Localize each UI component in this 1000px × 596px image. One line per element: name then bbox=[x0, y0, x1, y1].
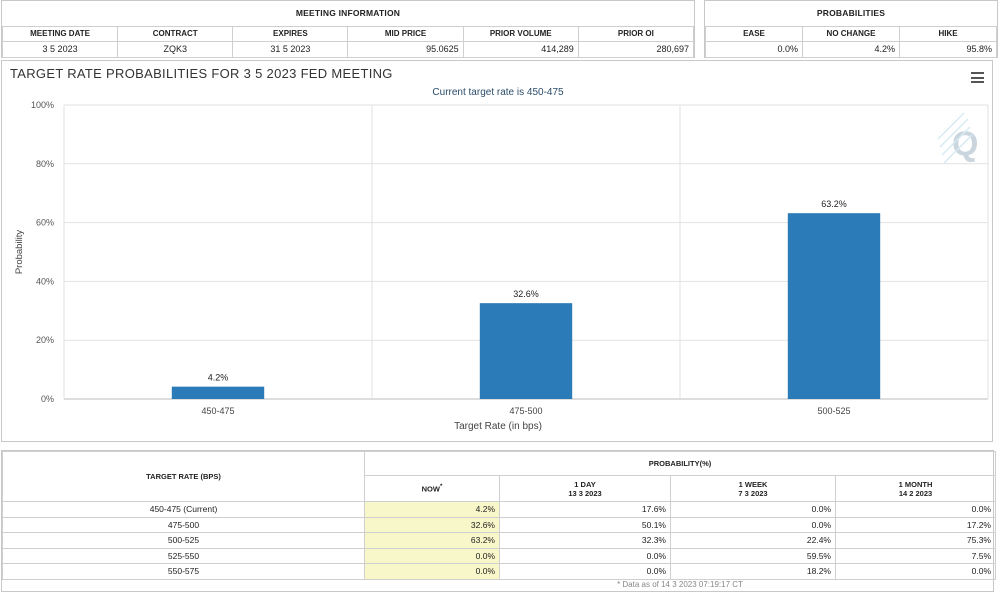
table-row: 500-525 63.2% 32.3% 22.4% 75.3% bbox=[2, 532, 996, 549]
rate-cell: 550-575 bbox=[2, 563, 365, 580]
chart-panel: 0% 20% 40% 60% 80% 100% 4.2% 450-475 32.6% 475-50… bbox=[1, 60, 993, 442]
one-day-cell: 0.0% bbox=[499, 547, 671, 564]
y-tick-label: 40% bbox=[36, 276, 54, 286]
rate-cell: 500-525 bbox=[2, 532, 365, 549]
rate-cell: 525-550 bbox=[2, 547, 365, 564]
prior-oi-value: 280,697 bbox=[577, 40, 695, 58]
one-week-cell: 0.0% bbox=[670, 516, 836, 533]
prior-volume-header: PRIOR VOLUME bbox=[462, 25, 579, 42]
now-column-header: NOW* bbox=[364, 475, 500, 502]
y-tick-label: 80% bbox=[36, 159, 54, 169]
rate-cell: 450-475 (Current) bbox=[2, 501, 365, 518]
y-tick-label: 100% bbox=[31, 100, 54, 110]
one-month-column-header: 1 MONTH 14 2 2023 bbox=[835, 475, 996, 502]
bar-data-label: 32.6% bbox=[513, 289, 539, 299]
ease-header: EASE bbox=[705, 25, 803, 42]
one-day-column-header: 1 DAY 13 3 2023 bbox=[499, 475, 671, 502]
now-cell: 0.0% bbox=[364, 547, 500, 564]
one-day-cell: 32.3% bbox=[499, 532, 671, 549]
q-logo-icon: Q bbox=[937, 112, 978, 164]
target-rate-header: TARGET RATE (BPS) bbox=[2, 451, 365, 502]
now-cell: 63.2% bbox=[364, 532, 500, 549]
expires-header: EXPIRES bbox=[232, 25, 349, 42]
one-month-cell: 0.0% bbox=[835, 501, 996, 518]
expires-value: 31 5 2023 bbox=[232, 40, 349, 58]
bar-chart: 0% 20% 40% 60% 80% 100% 4.2% 450-475 32.6% 475-50… bbox=[14, 87, 989, 432]
prior-oi-header: PRIOR OI bbox=[577, 25, 695, 42]
one-day-cell: 0.0% bbox=[499, 563, 671, 580]
one-month-cell: 75.3% bbox=[835, 532, 996, 549]
ease-value: 0.0% bbox=[705, 40, 803, 58]
bar-data-label: 4.2% bbox=[208, 373, 229, 383]
target-rate-probability-table: TARGET RATE (BPS) PROBABILITY(%) NOW* 1 … bbox=[2, 451, 996, 580]
x-tick-label: 450-475 bbox=[201, 406, 234, 416]
mid-price-header: MID PRICE bbox=[347, 25, 464, 42]
one-month-cell: 0.0% bbox=[835, 563, 996, 580]
y-axis-title: Probability bbox=[14, 230, 25, 275]
chart-title: TARGET RATE PROBABILITIES FOR 3 5 2023 F… bbox=[10, 66, 393, 81]
meeting-information-panel: MEETING INFORMATION MEETING DATE CONTRAC… bbox=[1, 0, 695, 58]
meeting-information-title: MEETING INFORMATION bbox=[2, 1, 694, 27]
hamburger-menu-icon[interactable] bbox=[971, 72, 984, 83]
probabilities-panel: PROBABILITIES EASE NO CHANGE HIKE 0.0% 4… bbox=[704, 0, 998, 58]
one-week-cell: 59.5% bbox=[670, 547, 836, 564]
meeting-date-value: 3 5 2023 bbox=[1, 40, 119, 58]
data-timestamp-footnote: * Data as of 14 3 2023 07:19:17 CT bbox=[617, 580, 743, 589]
no-change-header: NO CHANGE bbox=[802, 25, 900, 42]
one-week-cell: 18.2% bbox=[670, 563, 836, 580]
meeting-information-table: MEETING INFORMATION MEETING DATE CONTRAC… bbox=[1, 1, 695, 58]
probabilities-title: PROBABILITIES bbox=[705, 1, 997, 27]
mid-price-value: 95.0625 bbox=[347, 40, 464, 58]
contract-value: ZQK3 bbox=[117, 40, 234, 58]
x-axis-title: Target Rate (in bps) bbox=[454, 421, 542, 432]
now-cell: 4.2% bbox=[364, 501, 500, 518]
one-day-cell: 50.1% bbox=[499, 516, 671, 533]
probabilities-table: PROBABILITIES EASE NO CHANGE HIKE 0.0% 4… bbox=[705, 1, 997, 58]
table-row: 475-500 32.6% 50.1% 0.0% 17.2% bbox=[2, 516, 996, 533]
one-week-cell: 0.0% bbox=[670, 501, 836, 518]
one-week-cell: 22.4% bbox=[670, 532, 836, 549]
bar bbox=[479, 303, 573, 399]
table-row: 550-575 0.0% 0.0% 18.2% 0.0% bbox=[2, 563, 996, 580]
now-cell: 0.0% bbox=[364, 563, 500, 580]
table-row: 525-550 0.0% 0.0% 59.5% 7.5% bbox=[2, 547, 996, 564]
chart-subtitle: Current target rate is 450-475 bbox=[432, 87, 564, 98]
bar bbox=[787, 213, 881, 399]
hike-header: HIKE bbox=[899, 25, 997, 42]
contract-header: CONTRACT bbox=[117, 25, 234, 42]
y-tick-label: 20% bbox=[36, 335, 54, 345]
one-day-cell: 17.6% bbox=[499, 501, 671, 518]
one-month-cell: 17.2% bbox=[835, 516, 996, 533]
x-tick-label: 475-500 bbox=[509, 406, 542, 416]
probability-header: PROBABILITY(%) bbox=[364, 451, 996, 476]
y-tick-label: 0% bbox=[41, 394, 54, 404]
table-row: 450-475 (Current) 4.2% 17.6% 0.0% 0.0% bbox=[2, 501, 996, 518]
no-change-value: 4.2% bbox=[802, 40, 900, 58]
y-tick-label: 60% bbox=[36, 218, 54, 228]
bar bbox=[171, 386, 265, 399]
meeting-date-header: MEETING DATE bbox=[1, 25, 119, 42]
hike-value: 95.8% bbox=[899, 40, 997, 58]
prior-volume-value: 414,289 bbox=[462, 40, 579, 58]
rate-cell: 475-500 bbox=[2, 516, 365, 533]
one-month-cell: 7.5% bbox=[835, 547, 996, 564]
now-cell: 32.6% bbox=[364, 516, 500, 533]
bar-data-label: 63.2% bbox=[821, 199, 847, 209]
target-rate-probability-panel: TARGET RATE (BPS) PROBABILITY(%) NOW* 1 … bbox=[1, 450, 996, 592]
x-tick-label: 500-525 bbox=[817, 406, 850, 416]
one-week-column-header: 1 WEEK 7 3 2023 bbox=[670, 475, 836, 502]
